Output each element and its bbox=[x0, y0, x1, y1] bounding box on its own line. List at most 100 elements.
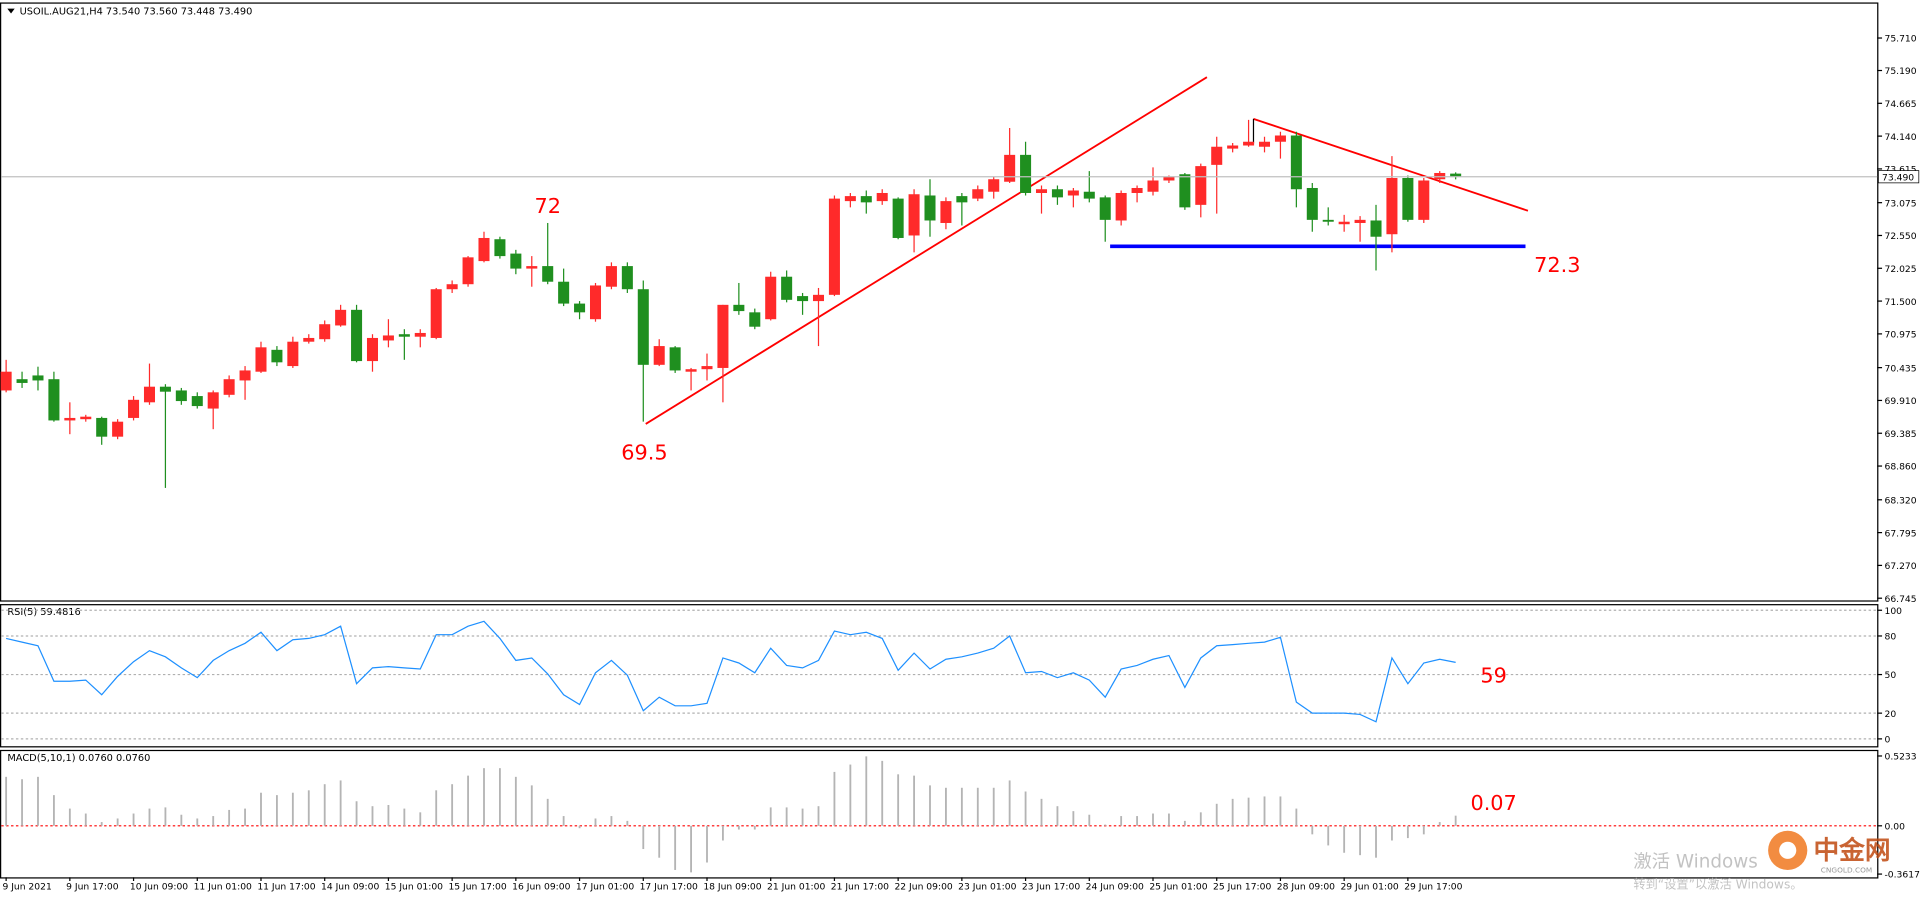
candle-body bbox=[1067, 190, 1079, 196]
rsi-line bbox=[5, 620, 1456, 723]
trend-line bbox=[1253, 117, 1529, 212]
macd-panel-border bbox=[0, 749, 1879, 879]
candle-body bbox=[462, 257, 474, 285]
candle-body bbox=[1274, 135, 1286, 142]
y-tick-label: 73.615 bbox=[1885, 165, 1917, 176]
candle-body bbox=[1450, 173, 1462, 177]
y-tick-label: 80 bbox=[1885, 632, 1897, 643]
candle-body bbox=[733, 304, 745, 312]
candle-body bbox=[956, 196, 968, 203]
x-tick-label: 16 Jun 09:00 bbox=[512, 882, 570, 893]
candle-body bbox=[812, 294, 825, 302]
annotation: 72.3 bbox=[1534, 253, 1580, 277]
x-tick-label: 17 Jun 01:00 bbox=[576, 882, 634, 893]
candle-body bbox=[382, 335, 394, 341]
candle-body bbox=[446, 284, 458, 290]
candle-body bbox=[1258, 141, 1271, 147]
annotation: 59 bbox=[1480, 663, 1507, 687]
candle-body bbox=[860, 196, 872, 203]
candle-body bbox=[1163, 176, 1175, 181]
candle-body bbox=[319, 324, 331, 340]
candle-body bbox=[765, 276, 777, 320]
candle-body bbox=[1306, 187, 1318, 220]
candle-body bbox=[876, 192, 888, 202]
x-tick-label: 28 Jun 09:00 bbox=[1277, 882, 1335, 893]
candle-body bbox=[1434, 172, 1446, 180]
y-tick-label: 68.320 bbox=[1885, 495, 1917, 506]
y-tick-label: 70.975 bbox=[1885, 330, 1917, 341]
price-label-box bbox=[1878, 170, 1920, 184]
candle-body bbox=[797, 296, 809, 302]
x-tick-label: 25 Jun 17:00 bbox=[1213, 882, 1271, 893]
y-tick-label: 75.190 bbox=[1885, 66, 1917, 77]
candle-body bbox=[271, 349, 283, 363]
candle-body bbox=[669, 347, 681, 371]
y-tick-label: 74.665 bbox=[1885, 99, 1917, 110]
x-tick-label: 11 Jun 01:00 bbox=[194, 882, 252, 893]
x-tick-label: 10 Jun 09:00 bbox=[130, 882, 188, 893]
main-panel-border bbox=[0, 2, 1879, 602]
candle-body bbox=[48, 379, 60, 421]
candle-body bbox=[112, 421, 124, 437]
symbol-menu-icon[interactable] bbox=[7, 8, 15, 14]
price-label: 73.490 bbox=[1882, 172, 1914, 183]
candle-body bbox=[1418, 180, 1430, 220]
candle-body bbox=[1243, 141, 1255, 146]
trend-line bbox=[645, 76, 1208, 425]
candle-body bbox=[749, 312, 761, 327]
candle-body bbox=[1402, 177, 1414, 220]
activate-title: 激活 Windows bbox=[1633, 852, 1758, 873]
candle-body bbox=[1386, 177, 1398, 235]
activate-hint: 转到“设置”以激活 Windows。 bbox=[1633, 876, 1802, 891]
candle-body bbox=[1322, 219, 1334, 222]
annotation: 69.5 bbox=[621, 440, 667, 464]
candle-body bbox=[621, 266, 633, 290]
y-tick-label: 69.385 bbox=[1885, 429, 1917, 440]
candle-body bbox=[494, 239, 506, 257]
candle-body bbox=[1099, 197, 1111, 220]
candle-body bbox=[430, 289, 442, 338]
candle-body bbox=[637, 289, 649, 365]
candle-body bbox=[1147, 180, 1159, 192]
candle-body bbox=[1370, 220, 1382, 237]
x-tick-label: 14 Jun 09:00 bbox=[321, 882, 379, 893]
x-tick-label: 15 Jun 17:00 bbox=[448, 882, 506, 893]
candle-body bbox=[16, 379, 28, 383]
x-tick-label: 15 Jun 01:00 bbox=[385, 882, 443, 893]
candle-body bbox=[478, 237, 490, 262]
candle-body bbox=[1020, 154, 1032, 193]
candle-body bbox=[1115, 192, 1127, 221]
candle-body bbox=[255, 347, 267, 372]
y-tick-label: 50 bbox=[1885, 670, 1897, 681]
candle-body bbox=[207, 392, 219, 409]
y-tick-label: 72.550 bbox=[1885, 231, 1917, 242]
candle-body bbox=[972, 189, 984, 199]
y-tick-label: 70.435 bbox=[1885, 363, 1917, 374]
y-tick-label: -0.3617 bbox=[1885, 870, 1920, 881]
y-tick-label: 72.025 bbox=[1885, 264, 1917, 275]
candle-body bbox=[1051, 189, 1063, 198]
y-tick-label: 67.270 bbox=[1885, 561, 1917, 572]
candle-body bbox=[892, 198, 904, 238]
x-tick-label: 22 Jun 09:00 bbox=[894, 882, 952, 893]
candle-body bbox=[1131, 187, 1143, 193]
candle-body bbox=[1211, 146, 1223, 165]
candle-body bbox=[1290, 135, 1302, 190]
candle-body bbox=[1083, 191, 1095, 199]
candle-body bbox=[96, 417, 108, 437]
candle-body bbox=[908, 194, 920, 236]
x-tick-label: 17 Jun 17:00 bbox=[640, 882, 698, 893]
y-tick-label: 0.00 bbox=[1885, 821, 1906, 832]
candle-body bbox=[717, 304, 729, 368]
candle-body bbox=[574, 303, 586, 313]
candle-body bbox=[191, 396, 203, 407]
x-tick-label: 25 Jun 01:00 bbox=[1149, 882, 1207, 893]
candle-body bbox=[143, 386, 156, 403]
candle-body bbox=[80, 416, 92, 420]
x-tick-label: 21 Jun 01:00 bbox=[767, 882, 825, 893]
candle-body bbox=[287, 341, 299, 367]
candle-body bbox=[685, 369, 697, 372]
